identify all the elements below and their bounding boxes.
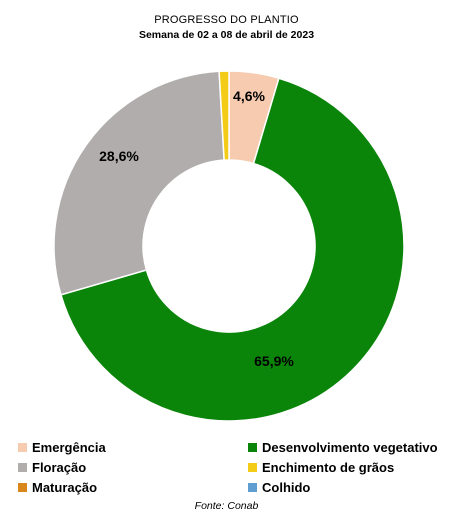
- legend-label: Enchimento de grãos: [262, 460, 395, 475]
- legend-item: Desenvolvimento vegetativo: [248, 440, 438, 455]
- legend-item: Maturação: [18, 480, 97, 495]
- legend-item: Floração: [18, 460, 86, 475]
- legend-label: Colhido: [262, 480, 311, 495]
- chart-source: Fonte: Conab: [194, 500, 259, 512]
- legend-label: Desenvolvimento vegetativo: [262, 440, 438, 455]
- legend-label: Emergência: [32, 440, 106, 455]
- legend-label: Floração: [32, 460, 87, 475]
- legend-item: Colhido: [248, 480, 310, 495]
- legend-label: Maturação: [32, 480, 98, 495]
- slice-desenvolvimento-vegetativo: [60, 77, 405, 422]
- data-label: 65,9%: [254, 353, 294, 369]
- slice-flora-o: [53, 70, 225, 296]
- legend-swatch: [248, 463, 257, 472]
- chart-title: PROGRESSO DO PLANTIO: [154, 14, 299, 26]
- legend-swatch: [18, 483, 27, 492]
- chart-subtitle: Semana de 02 a 08 de abril de 2023: [138, 29, 315, 41]
- legend-swatch: [248, 483, 257, 492]
- legend-swatch: [18, 463, 27, 472]
- donut-chart: 4,6% 65,9% 28,6%: [53, 70, 405, 422]
- legend-item: Enchimento de grãos: [248, 460, 394, 475]
- legend-swatch: [18, 443, 27, 452]
- legend-item: Emergência: [18, 440, 106, 455]
- data-label: 28,6%: [99, 148, 139, 164]
- data-label: 4,6%: [233, 88, 265, 104]
- legend-swatch: [248, 443, 257, 452]
- slice-enchimento-de-gr-os: [218, 70, 230, 161]
